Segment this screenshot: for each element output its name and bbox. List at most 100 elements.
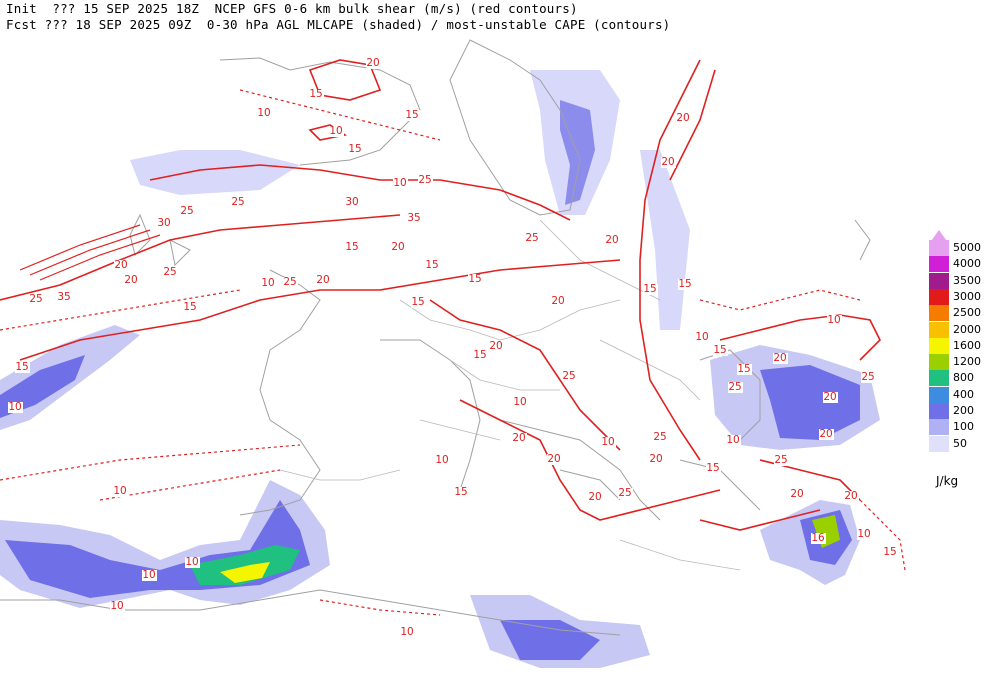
- contour-label: 10: [827, 314, 840, 326]
- coastlines: [0, 39, 871, 636]
- contour-label: 25: [29, 293, 42, 305]
- contour-label-bg: [393, 178, 408, 189]
- legend-value: 200: [953, 404, 974, 417]
- cape-region-north-africa-max: [220, 562, 270, 583]
- legend-value: 5000: [953, 241, 981, 254]
- contour-label-bg: [695, 332, 710, 343]
- contour-label-bg: [713, 345, 728, 356]
- contour-label-bg: [57, 292, 72, 303]
- contour-label-bg: [391, 242, 406, 253]
- contour-label: 10: [695, 331, 708, 343]
- contour-label: 10: [110, 600, 123, 612]
- contour-label: 15: [473, 349, 486, 361]
- contour-label: 20: [366, 57, 379, 69]
- legend-swatch: [929, 435, 949, 452]
- contour-label: 15: [643, 283, 656, 295]
- contour-label: 20: [551, 295, 564, 307]
- contour-label: 25: [618, 487, 631, 499]
- legend-value: 800: [953, 371, 974, 385]
- contour-label: 15: [345, 241, 358, 253]
- legend-value: 4000: [953, 257, 981, 271]
- contour-label: 10: [393, 177, 406, 189]
- contour-label-bg: [823, 392, 838, 403]
- contour-label: 20: [819, 428, 832, 440]
- contour-label: 15: [706, 462, 719, 474]
- contour-label: 15: [713, 344, 726, 356]
- contour-label-bg: [407, 213, 422, 224]
- legend-swatch: [929, 370, 949, 387]
- contour-label-bg: [183, 302, 198, 313]
- contour-label-bg: [551, 296, 566, 307]
- contour-label: 20: [114, 259, 127, 271]
- contour-label-bg: [643, 284, 658, 295]
- legend-value: 400: [953, 387, 974, 401]
- contour-label-bg: [468, 274, 483, 285]
- contour-label-bg: [883, 547, 898, 558]
- contour-label-bg: [861, 372, 876, 383]
- contour-label-bg: [114, 260, 129, 271]
- contour-label-bg: [425, 260, 440, 271]
- contour-label: 15: [405, 109, 418, 121]
- contour-label: 15: [411, 296, 424, 308]
- contour-label: 25: [562, 370, 575, 382]
- contour-label-bg: [185, 557, 200, 568]
- contour-label-bg: [726, 435, 741, 446]
- legend-swatch: [929, 321, 949, 338]
- contour-label-bg: [605, 235, 620, 246]
- contour-label-bg: [411, 297, 426, 308]
- contour-label: 10: [185, 556, 198, 568]
- contour-label: 25: [180, 205, 193, 217]
- contour-label: 10: [435, 454, 448, 466]
- contour-label-bg: [790, 489, 805, 500]
- contour-label: 35: [57, 291, 70, 303]
- contour-label-bg: [676, 113, 691, 124]
- contour-label-bg: [8, 402, 23, 413]
- cape-region-north: [130, 150, 300, 195]
- contour-label-bg: [653, 432, 668, 443]
- legend-swatch: [929, 337, 949, 354]
- contour-label: 10: [142, 569, 155, 581]
- contour-label-bg: [329, 126, 344, 137]
- contour-label-bg: [844, 491, 859, 502]
- contour-label: 10: [601, 436, 614, 448]
- contour-label: 15: [883, 546, 896, 558]
- cape-region-levant-hi: [812, 515, 840, 548]
- contour-label: 20: [489, 340, 502, 352]
- contour-label: 20: [588, 491, 601, 503]
- contour-label: 25: [231, 196, 244, 208]
- contour-label-bg: [142, 570, 157, 581]
- contour-label: 25: [525, 232, 538, 244]
- legend-value: 3500: [953, 273, 981, 287]
- legend-value: 1600: [953, 338, 981, 352]
- contour-label: 20: [605, 234, 618, 246]
- contour-label-bg: [811, 533, 826, 544]
- contour-label-bg: [180, 206, 195, 217]
- contour-label-bg: [601, 437, 616, 448]
- contour-label-bg: [512, 433, 527, 444]
- legend-swatch: [929, 305, 949, 322]
- shear-contours: [0, 59, 906, 616]
- contour-label: 35: [407, 212, 420, 224]
- cape-region-russia: [640, 150, 690, 330]
- cape-region-caucasus-inner: [760, 365, 860, 440]
- contour-label: 10: [857, 528, 870, 540]
- legend-value: 2500: [953, 306, 981, 320]
- contour-label-bg: [819, 429, 834, 440]
- legend-swatch: [929, 256, 949, 273]
- contour-label: 15: [468, 273, 481, 285]
- contour-label: 25: [728, 381, 741, 393]
- legend-value: 100: [953, 420, 974, 434]
- contour-label-bg: [562, 371, 577, 382]
- legend-value: 1200: [953, 355, 981, 369]
- contour-label: 15: [454, 486, 467, 498]
- contour-label: 30: [157, 217, 170, 229]
- legend-swatch: [929, 386, 949, 403]
- contour-label-bg: [29, 294, 44, 305]
- contour-label: 20: [124, 274, 137, 286]
- contour-label-bg: [547, 454, 562, 465]
- contour-label: 25: [418, 174, 431, 186]
- contour-label-bg: [283, 277, 298, 288]
- contour-label: 15: [737, 363, 750, 375]
- contour-label-bg: [513, 397, 528, 408]
